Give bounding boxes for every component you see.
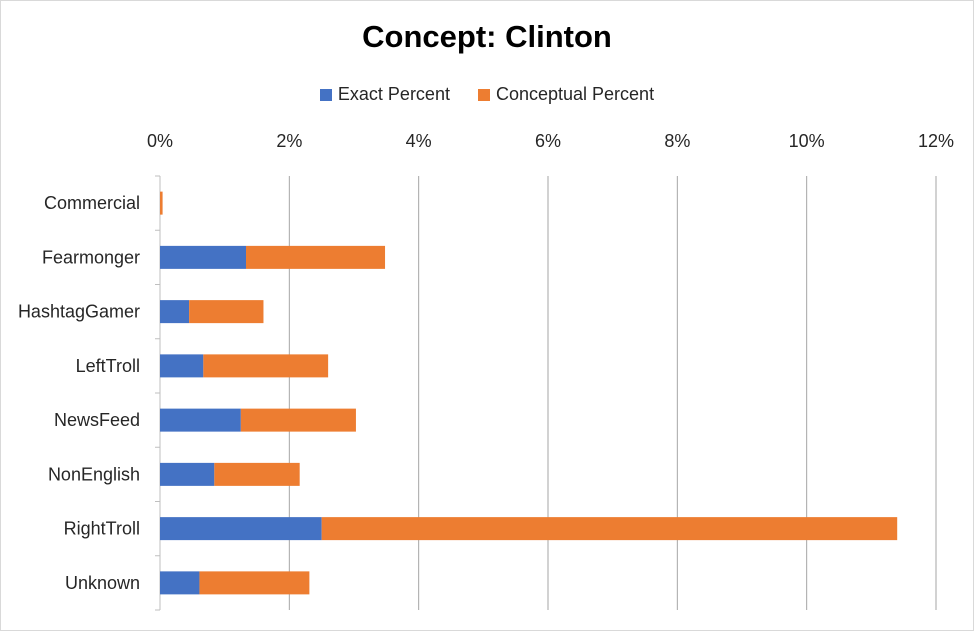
x-tick-label: 12% (918, 131, 954, 151)
x-tick-label: 10% (789, 131, 825, 151)
bar-conceptual (214, 462, 300, 486)
bar-conceptual (240, 408, 356, 432)
category-label: NonEnglish (48, 464, 140, 484)
bar-conceptual (321, 517, 898, 541)
category-label: HashtagGamer (18, 302, 140, 322)
category-label: Commercial (44, 193, 140, 213)
legend-swatch-conceptual (477, 88, 490, 101)
x-tick-label: 4% (406, 131, 432, 151)
bar-conceptual (199, 571, 310, 595)
x-tick-label: 6% (535, 131, 561, 151)
bar-conceptual (246, 245, 386, 269)
category-label: RightTroll (64, 519, 140, 539)
bar-exact (160, 408, 241, 432)
category-label: Unknown (65, 573, 140, 593)
bar-conceptual (160, 191, 163, 215)
legend: Exact Percent Conceptual Percent (1, 84, 973, 105)
bar-exact (160, 462, 215, 486)
legend-label-exact: Exact Percent (337, 84, 450, 104)
chart-title: Concept: Clinton (362, 19, 612, 54)
category-label: Fearmonger (42, 247, 140, 267)
bar-conceptual (203, 354, 329, 378)
bar-exact (160, 517, 322, 541)
bar-exact (160, 354, 204, 378)
bar-exact (160, 300, 190, 324)
x-tick-label: 0% (147, 131, 173, 151)
x-tick-label: 8% (664, 131, 690, 151)
legend-label-conceptual: Conceptual Percent (495, 84, 655, 104)
legend-entry-conceptual: Conceptual Percent (477, 84, 655, 105)
bar-exact (160, 571, 200, 595)
category-label: LeftTroll (76, 356, 140, 376)
x-tick-label: 2% (276, 131, 302, 151)
category-label: NewsFeed (54, 410, 140, 430)
bar-conceptual (189, 300, 264, 324)
bar-exact (160, 245, 247, 269)
legend-swatch-exact (319, 88, 332, 101)
legend-entry-exact: Exact Percent (319, 84, 450, 105)
